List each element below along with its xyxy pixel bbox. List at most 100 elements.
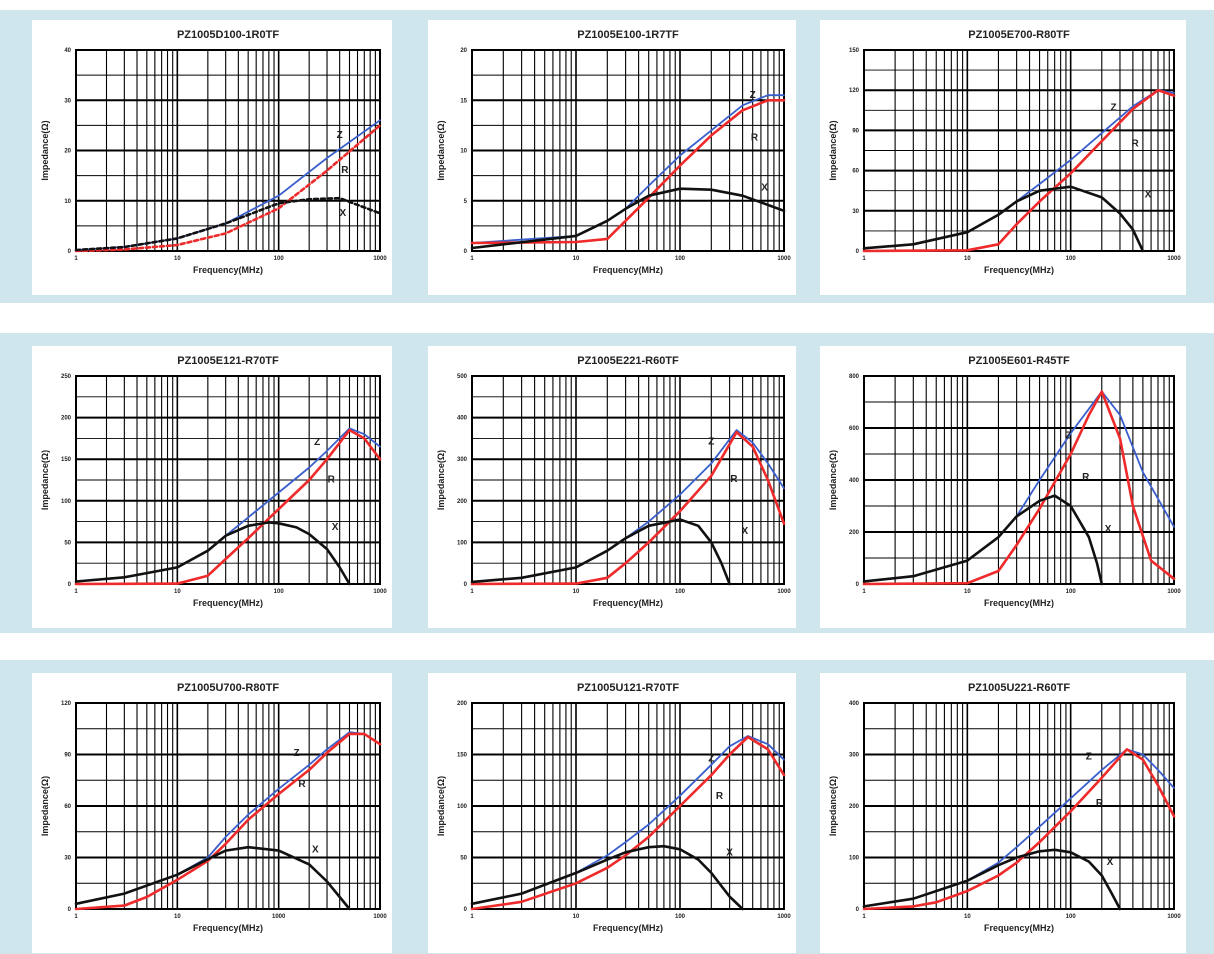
x-axis-label: Frequency(MHz) bbox=[193, 265, 263, 275]
x-tick-label: 1000 bbox=[1167, 589, 1181, 595]
x-tick-label: 10 bbox=[174, 589, 181, 595]
y-tick-label: 0 bbox=[68, 582, 72, 588]
y-tick-label: 40 bbox=[64, 48, 71, 54]
series-line-x bbox=[470, 844, 744, 911]
series-label: R bbox=[716, 791, 724, 802]
x-tick-label: 1 bbox=[74, 589, 78, 595]
plot-frame bbox=[471, 375, 785, 585]
y-tick-label: 200 bbox=[849, 530, 860, 536]
x-tick-label: 10 bbox=[964, 914, 971, 920]
x-tick-label: 1000 bbox=[777, 914, 791, 920]
x-tick-label: 1 bbox=[74, 256, 78, 262]
y-tick-label: 5 bbox=[464, 199, 468, 205]
plot-frame bbox=[471, 49, 785, 252]
chart-panel: PZ1005E221-R60TF 0 100 200 300 400 500 1 10 100 10… bbox=[428, 346, 796, 628]
y-tick-label: 150 bbox=[61, 457, 72, 463]
series-line-z bbox=[863, 390, 1175, 583]
chart-svg: PZ1005U700-R80TF 0 30 60 90 120 1 10 1000 1000 Fre… bbox=[40, 682, 387, 933]
x-tick-label: 1000 bbox=[777, 256, 791, 262]
series-line-r bbox=[862, 390, 1176, 586]
grid bbox=[472, 50, 784, 251]
chart-panel: PZ1005U121-R70TF 0 50 100 150 200 1 10 100 1000 Fr… bbox=[428, 673, 796, 953]
y-tick-label: 15 bbox=[460, 98, 467, 104]
y-tick-label: 250 bbox=[61, 374, 72, 380]
x-tick-label: 100 bbox=[274, 256, 285, 262]
x-axis-label: Frequency(MHz) bbox=[984, 265, 1054, 275]
series-line-x bbox=[74, 521, 351, 586]
y-axis-label: Impedance(Ω) bbox=[40, 120, 50, 180]
chart-title: PZ1005U700-R80TF bbox=[177, 682, 279, 694]
x-axis-label: Frequency(MHz) bbox=[193, 598, 263, 608]
series-line-x bbox=[862, 848, 1122, 911]
chart-svg: PZ1005E221-R60TF 0 100 200 300 400 500 1 10 100 10… bbox=[436, 355, 791, 608]
y-tick-label: 300 bbox=[849, 753, 860, 759]
plot-frame bbox=[863, 702, 1175, 910]
y-tick-label: 10 bbox=[64, 199, 71, 205]
y-tick-label: 120 bbox=[61, 701, 72, 707]
y-tick-label: 500 bbox=[457, 374, 468, 380]
series-line-z bbox=[471, 94, 785, 244]
y-tick-label: 150 bbox=[457, 753, 468, 759]
chart-title: PZ1005E100-1R7TF bbox=[577, 29, 679, 41]
y-axis-label: Impedance(Ω) bbox=[828, 776, 838, 836]
x-axis-label: Frequency(MHz) bbox=[593, 598, 663, 608]
y-axis-label: Impedance(Ω) bbox=[40, 450, 50, 510]
series-line-r bbox=[74, 124, 382, 253]
chart-panel: PZ1005E121-R70TF 0 50 100 150 200 250 1 10 100 100… bbox=[32, 346, 392, 628]
x-tick-label: 10 bbox=[964, 589, 971, 595]
series-label: R bbox=[341, 165, 349, 176]
series-label: X bbox=[1105, 524, 1112, 535]
grid bbox=[472, 376, 784, 584]
chart-title: PZ1005E700-R80TF bbox=[968, 29, 1070, 41]
series-line-x bbox=[862, 185, 1145, 253]
x-tick-label: 1 bbox=[862, 589, 866, 595]
y-tick-label: 30 bbox=[64, 856, 71, 862]
y-tick-label: 100 bbox=[849, 856, 860, 862]
x-axis-label: Frequency(MHz) bbox=[984, 598, 1054, 608]
chart-title: PZ1005E221-R60TF bbox=[577, 355, 679, 367]
y-tick-label: 400 bbox=[457, 416, 468, 422]
series-line-r bbox=[470, 430, 786, 586]
series-line-x bbox=[470, 187, 786, 250]
y-tick-label: 200 bbox=[457, 701, 468, 707]
series-label: Z bbox=[1110, 102, 1116, 113]
grid bbox=[864, 376, 1174, 584]
x-axis-label: Frequency(MHz) bbox=[193, 923, 263, 933]
chart-panel: PZ1005E601-R45TF 0 200 400 600 800 1 10 100 1000 F… bbox=[820, 346, 1186, 628]
y-tick-label: 200 bbox=[849, 804, 860, 810]
x-tick-label: 1 bbox=[470, 589, 474, 595]
chart-svg: PZ1005U221-R60TF 0 100 200 300 400 1 10 100 1000 F… bbox=[828, 682, 1181, 933]
series-label: X bbox=[312, 844, 319, 855]
series-line-r bbox=[470, 735, 786, 911]
x-tick-label: 1 bbox=[862, 256, 866, 262]
y-tick-label: 0 bbox=[464, 249, 468, 255]
series-line-x bbox=[470, 518, 731, 586]
x-tick-label: 1000 bbox=[272, 914, 286, 920]
y-tick-label: 120 bbox=[849, 88, 860, 94]
series-label: R bbox=[1131, 138, 1139, 149]
chart-svg: PZ1005E700-R80TF 0 30 60 90 120 150 1 10 100 1000 F… bbox=[828, 29, 1181, 275]
series-label: X bbox=[761, 183, 768, 194]
plot-frame bbox=[863, 49, 1175, 252]
chart-title: PZ1005D100-1R0TF bbox=[177, 29, 279, 41]
chart-svg: PZ1005E100-1R7TF 0 5 10 15 20 1 10 100 1000 Freque… bbox=[436, 29, 791, 275]
x-tick-label: 10 bbox=[573, 256, 580, 262]
y-axis-label: Impedance(Ω) bbox=[828, 450, 838, 510]
chart-title: PZ1005U221-R60TF bbox=[968, 682, 1070, 694]
grid bbox=[864, 703, 1174, 909]
y-tick-label: 50 bbox=[460, 856, 467, 862]
chart-title: PZ1005U121-R70TF bbox=[577, 682, 679, 694]
x-tick-label: 10 bbox=[964, 256, 971, 262]
series-label: Z bbox=[708, 754, 714, 765]
y-tick-label: 10 bbox=[460, 149, 467, 155]
y-tick-label: 30 bbox=[64, 98, 71, 104]
y-tick-label: 30 bbox=[852, 209, 859, 215]
x-tick-label: 1 bbox=[470, 914, 474, 920]
series-line-z bbox=[471, 429, 785, 583]
plot-frame bbox=[75, 702, 381, 910]
series-label: R bbox=[751, 132, 759, 143]
x-tick-label: 1 bbox=[862, 914, 866, 920]
y-tick-label: 150 bbox=[849, 48, 860, 54]
x-tick-label: 1 bbox=[470, 256, 474, 262]
y-axis-label: Impedance(Ω) bbox=[436, 120, 446, 180]
